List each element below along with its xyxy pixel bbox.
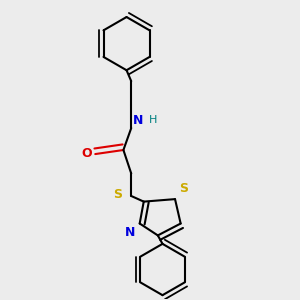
Text: S: S	[114, 188, 123, 201]
Text: N: N	[133, 113, 143, 127]
Text: N: N	[124, 226, 135, 239]
Text: S: S	[179, 182, 188, 195]
Text: O: O	[81, 147, 92, 160]
Text: H: H	[148, 115, 157, 125]
